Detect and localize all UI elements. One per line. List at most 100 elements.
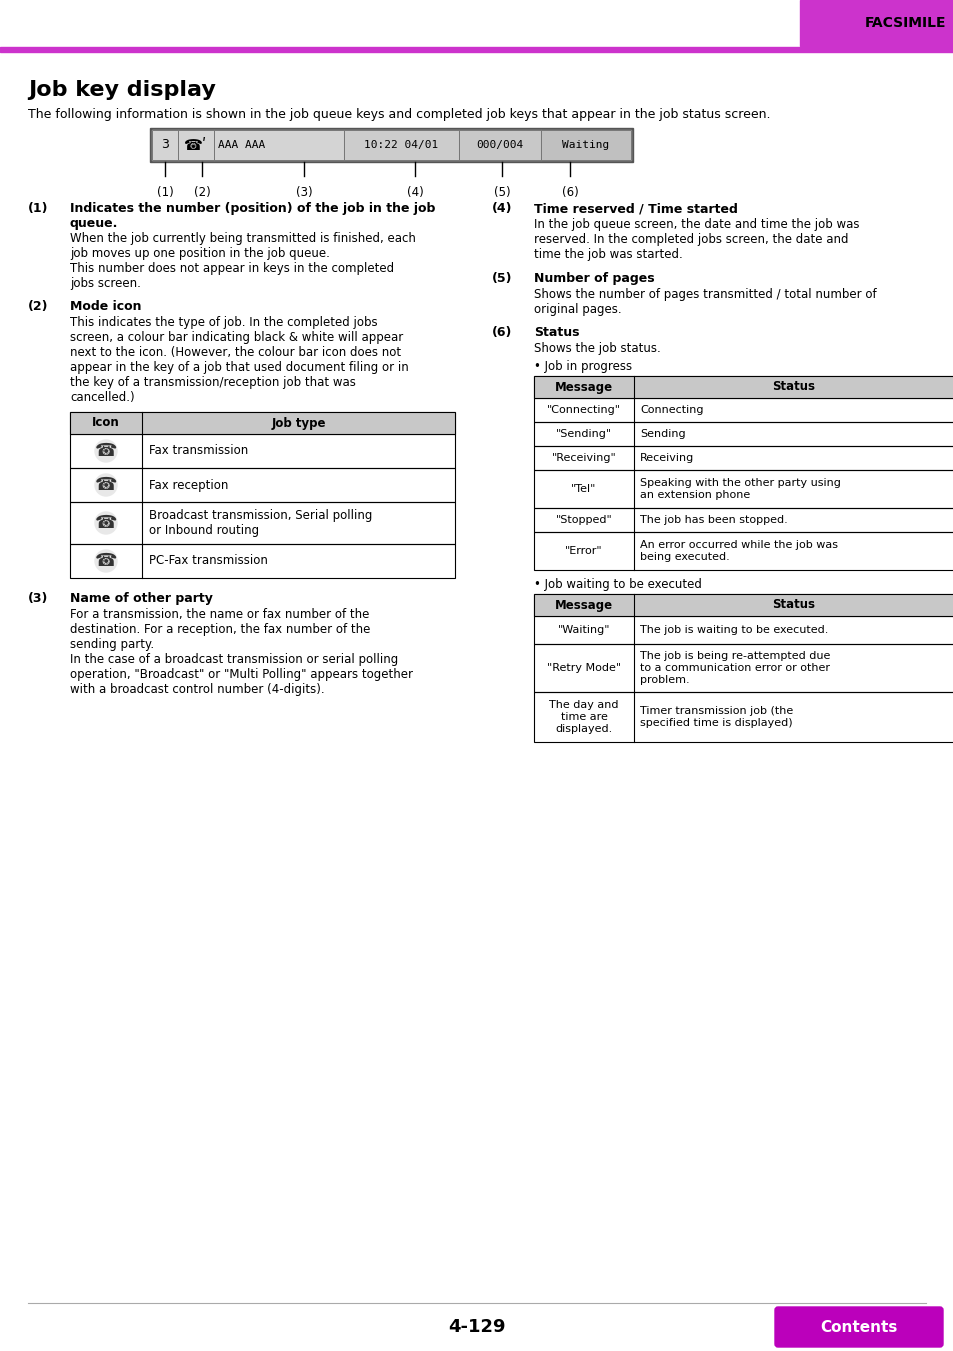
Text: "Sending": "Sending" [556,430,612,439]
Bar [70,544,455,578]
Text: ☎: ☎ [94,513,117,532]
Bar [458,130,540,159]
Bar [70,503,455,544]
Bar [534,446,953,470]
Text: ☎: ☎ [94,442,117,459]
Bar [178,130,213,159]
Bar [534,692,953,742]
Bar [152,130,178,159]
Bar [540,130,630,159]
Bar [534,508,953,532]
Text: Broadcast transmission, Serial polling
or Inbound routing: Broadcast transmission, Serial polling o… [149,509,372,536]
Bar [0,0,953,51]
Text: Indicates the number (position) of the job in the job
queue.: Indicates the number (position) of the j… [70,203,435,230]
Text: ☎: ☎ [94,476,117,494]
Text: In the job queue screen, the date and time the job was
reserved. In the complete: In the job queue screen, the date and ti… [534,218,859,261]
Text: Contents: Contents [820,1320,897,1335]
Bar [150,128,633,162]
Text: (4): (4) [406,186,423,199]
Text: The following information is shown in the job queue keys and completed job keys : The following information is shown in th… [28,108,770,122]
Text: Time reserved / Time started: Time reserved / Time started [534,203,737,215]
Text: Waiting: Waiting [561,141,609,150]
Text: 10:22 04/01: 10:22 04/01 [364,141,438,150]
Text: Receiving: Receiving [639,453,694,463]
Bar [534,594,953,616]
Text: Timer transmission job (the
specified time is displayed): Timer transmission job (the specified ti… [639,707,792,728]
Bar [70,544,455,578]
Text: Job type: Job type [271,416,325,430]
Text: The job has been stopped.: The job has been stopped. [639,515,787,526]
Text: Mode icon: Mode icon [70,300,141,313]
Text: • Job in progress: • Job in progress [534,359,632,373]
Text: When the job currently being transmitted is finished, each
job moves up one posi: When the job currently being transmitted… [70,232,416,290]
Text: (1): (1) [28,203,49,215]
Bar [0,47,953,51]
Bar [213,130,344,159]
Bar [70,434,455,467]
Bar [534,692,953,742]
Text: "Receiving": "Receiving" [551,453,616,463]
Bar [534,532,953,570]
Bar [213,130,344,159]
Circle shape [95,550,117,571]
Bar [70,412,455,434]
Text: "Connecting": "Connecting" [546,405,620,415]
Bar [70,467,455,503]
Bar [70,434,455,467]
Text: Message: Message [555,381,613,393]
Text: Name of other party: Name of other party [70,592,213,605]
Text: Job key display: Job key display [28,80,215,100]
Text: The job is being re-attempted due
to a communication error or other
problem.: The job is being re-attempted due to a c… [639,651,829,685]
Bar [152,130,178,159]
Bar [534,376,953,399]
Text: Fax reception: Fax reception [149,478,228,492]
Text: (3): (3) [295,186,312,199]
Text: Connecting: Connecting [639,405,702,415]
Text: Shows the job status.: Shows the job status. [534,342,660,355]
Text: "Tel": "Tel" [571,484,596,494]
Text: For a transmission, the name or fax number of the
destination. For a reception, : For a transmission, the name or fax numb… [70,608,413,696]
Text: 4-129: 4-129 [448,1319,505,1336]
Circle shape [95,474,117,496]
Bar [534,594,953,616]
Bar [534,376,953,399]
Text: This indicates the type of job. In the completed jobs
screen, a colour bar indic: This indicates the type of job. In the c… [70,316,408,404]
Text: (5): (5) [493,186,510,199]
Text: Message: Message [555,598,613,612]
Text: FACSIMILE: FACSIMILE [863,16,945,30]
Text: (3): (3) [28,592,49,605]
Text: 3: 3 [161,139,169,151]
Text: The job is waiting to be executed.: The job is waiting to be executed. [639,626,827,635]
Bar [344,130,458,159]
Bar [540,130,630,159]
Text: (5): (5) [492,272,512,285]
Circle shape [95,512,117,534]
Bar [178,130,213,159]
Bar [458,130,540,159]
Bar [534,644,953,692]
Text: "Retry Mode": "Retry Mode" [546,663,620,673]
Bar [534,616,953,644]
Text: (2): (2) [28,300,49,313]
Bar [534,470,953,508]
Text: Fax transmission: Fax transmission [149,444,248,458]
Bar [534,616,953,644]
Bar [70,503,455,544]
Bar [70,467,455,503]
FancyBboxPatch shape [774,1306,942,1347]
Text: "Waiting": "Waiting" [558,626,610,635]
Text: • Job waiting to be executed: • Job waiting to be executed [534,578,701,590]
Text: "Stopped": "Stopped" [555,515,612,526]
Text: Number of pages: Number of pages [534,272,654,285]
Bar [534,422,953,446]
Text: (2): (2) [193,186,211,199]
Text: AAA AAA: AAA AAA [218,141,265,150]
Bar [344,130,458,159]
Text: (4): (4) [492,203,512,215]
Text: PC-Fax transmission: PC-Fax transmission [149,554,268,567]
Text: "Error": "Error" [564,546,602,557]
Bar [534,399,953,422]
Text: Status: Status [772,381,815,393]
Bar [70,412,455,434]
Text: Speaking with the other party using
an extension phone: Speaking with the other party using an e… [639,478,840,500]
